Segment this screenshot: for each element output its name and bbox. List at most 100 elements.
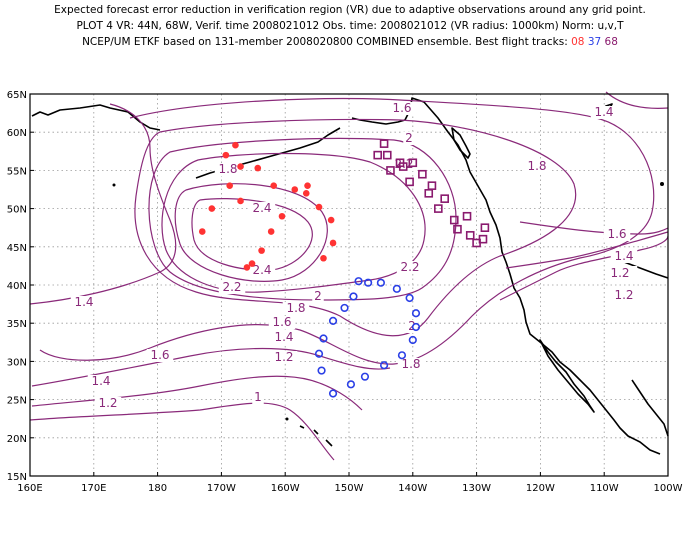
track-68-marker xyxy=(373,150,383,160)
track-68-marker xyxy=(440,194,450,203)
alaska-canada-coastline xyxy=(31,97,661,455)
contour-label: 2.2 xyxy=(400,260,419,274)
contour-label: 1.4 xyxy=(91,374,110,388)
track-08-marker xyxy=(267,228,275,235)
track-37-marker xyxy=(349,292,358,301)
contour-label: 1.4 xyxy=(594,105,613,119)
track-37-marker xyxy=(379,361,389,370)
contour-label-background xyxy=(248,264,276,277)
contour-label-background xyxy=(87,375,115,388)
contour-2.2 xyxy=(161,152,426,293)
y-tick-label: 15N xyxy=(7,472,27,483)
contour-label-background xyxy=(523,160,551,173)
contour-label-background xyxy=(214,163,242,176)
y-tick-label: 65N xyxy=(7,90,27,101)
x-tick-label: 110W xyxy=(590,483,619,494)
track-68-marker xyxy=(453,224,462,234)
track-08-marker xyxy=(304,182,311,189)
gulf-coast xyxy=(623,261,669,279)
contour-label-background xyxy=(268,316,296,329)
grid-lines xyxy=(30,94,668,476)
contour-label-background xyxy=(590,106,618,119)
track-08-marker xyxy=(302,190,310,197)
contour-label: 2.4 xyxy=(252,263,271,277)
contour-label-background xyxy=(94,397,122,410)
contour-1-lower xyxy=(29,402,335,461)
title-line-3: NCEP/UM ETKF based on 131-member 2008020… xyxy=(0,34,700,50)
track-08-marker xyxy=(226,182,233,189)
y-tick-label: 25N xyxy=(7,396,27,407)
contour-label: 1.2 xyxy=(274,350,293,364)
track-37-marker xyxy=(319,334,328,343)
track-08-marker xyxy=(232,141,239,149)
map-title: Expected forecast error reduction in ver… xyxy=(0,2,700,50)
track-68-marker xyxy=(382,150,392,160)
title-line-1: Expected forecast error reduction in ver… xyxy=(54,4,646,16)
contour-label-background xyxy=(610,289,638,302)
contour-label-background xyxy=(388,102,416,115)
contour-label: 1.8 xyxy=(527,159,546,173)
track-08-marker xyxy=(254,164,262,172)
y-tick-label: 20N xyxy=(7,434,27,445)
vancouver-island xyxy=(451,127,471,159)
x-tick-label: 130W xyxy=(462,483,491,494)
track-08-marker xyxy=(270,182,278,189)
track-68-marker xyxy=(449,215,459,225)
contour-label: 1.6 xyxy=(607,227,626,241)
contour-1.2-right xyxy=(499,235,669,301)
contour-label: 2.4 xyxy=(252,201,271,215)
y-tick-label: 40N xyxy=(7,281,27,292)
contour-label: 1.8 xyxy=(286,301,305,315)
track-68-marker xyxy=(424,189,434,198)
contour-label-background xyxy=(146,349,174,362)
contour-label-background xyxy=(218,281,246,294)
contour-label: 1.4 xyxy=(614,249,633,263)
track-68-marker xyxy=(465,231,475,240)
track-37-marker xyxy=(346,380,356,389)
flight-tracks xyxy=(198,139,490,398)
track-08-marker xyxy=(278,212,286,220)
contour-1.4-lower xyxy=(31,347,391,387)
island-dot xyxy=(285,417,289,421)
track-08-marker xyxy=(329,239,337,247)
track-id-68: 68 xyxy=(604,36,618,48)
coastlines xyxy=(31,97,669,455)
track-68-marker xyxy=(386,166,395,175)
contour-1.2-lower xyxy=(31,375,363,411)
x-tick-label: 140W xyxy=(398,483,427,494)
x-tick-label: 120W xyxy=(526,483,555,494)
x-tick-label: 160E xyxy=(17,483,42,494)
track-08-marker xyxy=(327,216,335,224)
track-08-marker xyxy=(208,205,216,212)
x-tick-label: 180 xyxy=(148,483,167,494)
track-37-marker xyxy=(340,303,349,313)
track-37-marker xyxy=(405,293,414,303)
contour-label: 1.2 xyxy=(614,288,633,302)
contour-label: 1.2 xyxy=(98,396,117,410)
contour-label-background xyxy=(403,132,415,145)
track-68-marker xyxy=(398,162,408,171)
track-id-37: 37 xyxy=(587,36,602,48)
contour-label: 1.2 xyxy=(610,266,629,280)
track-37-marker xyxy=(408,335,417,345)
y-tick-label: 35N xyxy=(7,319,27,330)
track-37-marker xyxy=(392,284,401,293)
track-68-marker xyxy=(405,177,414,187)
track-08-marker xyxy=(222,151,230,159)
contour-label: 1.4 xyxy=(74,295,93,309)
contour-label: 1.8 xyxy=(218,162,237,176)
contour-label: 1.6 xyxy=(150,348,169,362)
track-08-marker xyxy=(258,247,265,254)
track-37-marker xyxy=(354,277,363,286)
x-tick-label: 170E xyxy=(81,483,106,494)
x-tick-label: 150W xyxy=(335,483,364,494)
contour-label-background xyxy=(610,250,638,263)
contour-label: 1.6 xyxy=(392,101,411,115)
mexico-east-coast xyxy=(631,379,669,437)
track-37-marker xyxy=(376,278,386,287)
title-line-2: PLOT 4 VR: 44N, 68W, Verif. time 2008021… xyxy=(76,20,624,32)
track-37-marker xyxy=(411,309,421,318)
track-37-marker xyxy=(360,372,370,381)
contour-1.6 xyxy=(39,97,655,365)
track-37-marker xyxy=(317,366,326,375)
